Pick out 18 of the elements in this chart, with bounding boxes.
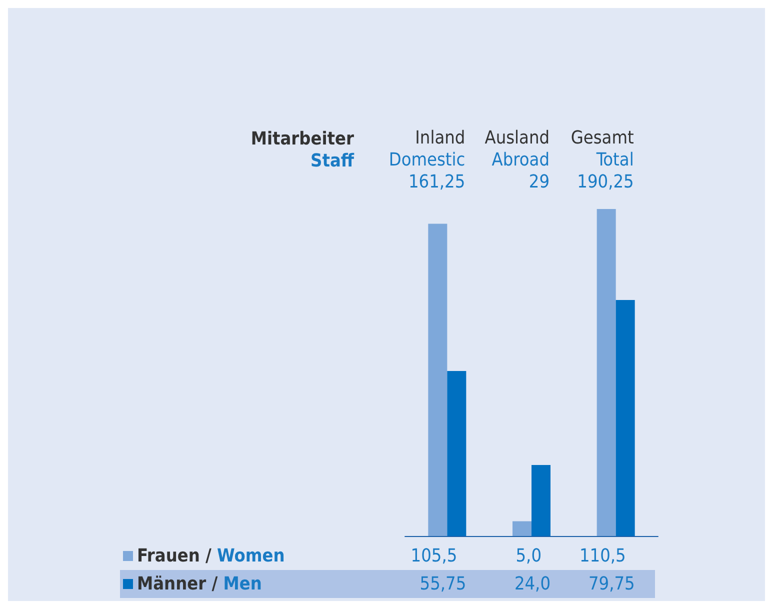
legend-label: Männer / Men [137,574,262,594]
bar [616,300,635,536]
data-label: 55,75 [420,574,466,594]
bar [596,209,616,536]
bar [447,371,466,536]
legend-label: Frauen / Women [137,546,285,566]
data-label: 79,75 [588,574,635,594]
x-tick-label: Inland Domestic 161,25 [388,128,466,192]
data-label: 5,0 [516,546,542,566]
bar [428,224,448,536]
x-tick-label: Ausland Abroad 29 [484,128,550,192]
bar [532,464,550,536]
data-label: 105,5 [410,546,458,566]
x-tick-label: Gesamt Total 190,25 [570,128,634,192]
data-label: 110,5 [579,546,626,566]
data-label: 24,0 [514,574,550,594]
legend-title: Mitarbeiter Staff [250,128,355,172]
bar [512,521,532,536]
